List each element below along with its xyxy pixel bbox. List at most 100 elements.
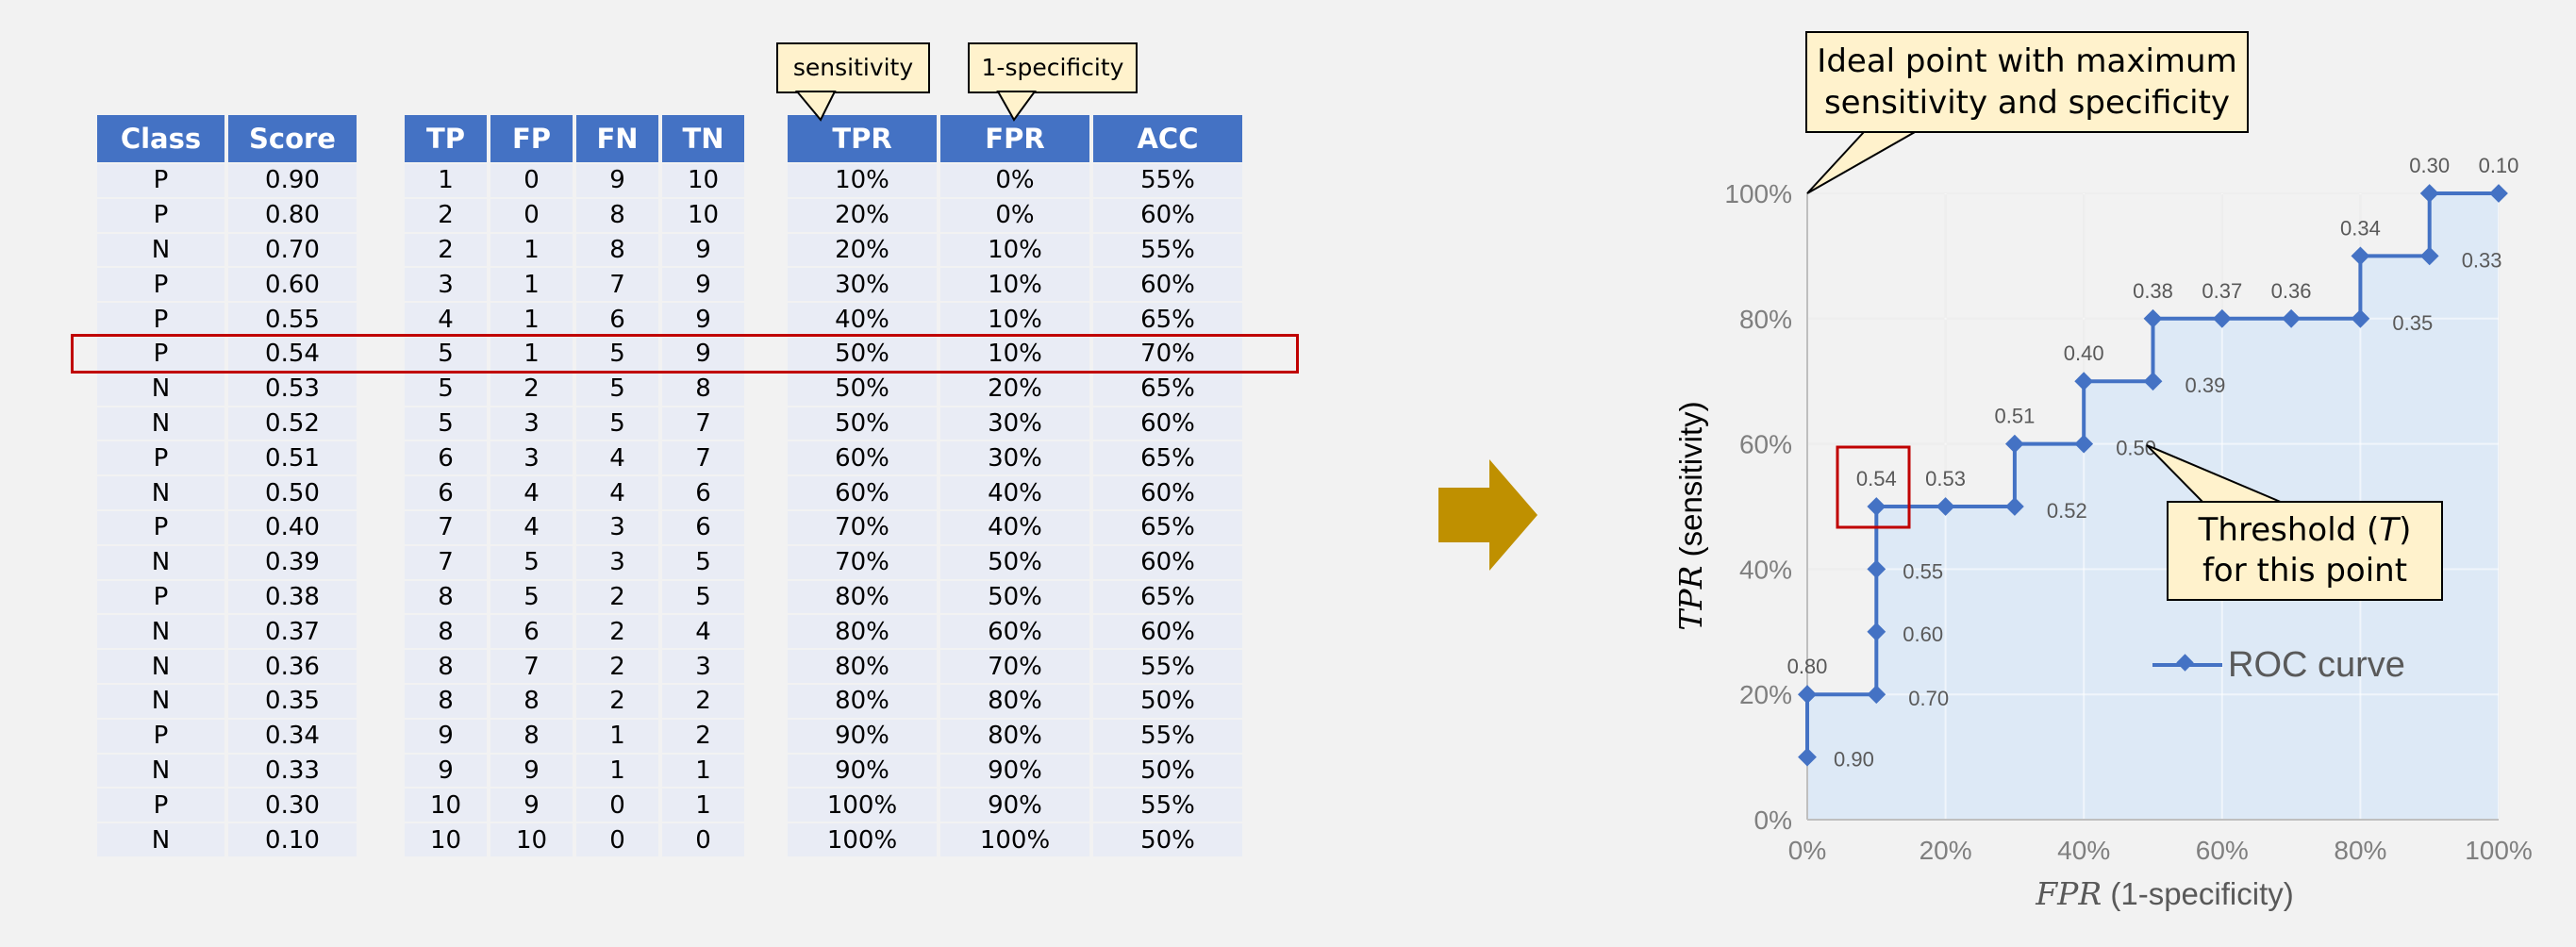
cell-score: 0.54 <box>228 337 357 371</box>
table-row: P 0.55 <box>97 303 357 336</box>
roc-point-marker <box>2351 246 2370 266</box>
roc-point-marker <box>2419 246 2439 266</box>
cell-fn: 8 <box>576 233 658 267</box>
cell-acc: 55% <box>1093 233 1242 267</box>
cell-tn: 9 <box>662 337 744 371</box>
cell-fpr: 10% <box>940 337 1089 371</box>
cell-acc: 55% <box>1093 719 1242 753</box>
roc-point-label: 0.36 <box>2271 279 2312 303</box>
table-row: 2 0 8 10 <box>405 198 744 232</box>
cell-fpr: 100% <box>940 823 1089 856</box>
cell-tp: 8 <box>405 684 487 718</box>
sensitivity-callout-text: sensitivity <box>792 54 914 81</box>
cell-tn: 9 <box>662 233 744 267</box>
cell-tp: 5 <box>405 407 487 440</box>
roc-point-label: 0.52 <box>2047 499 2087 523</box>
roc-point-label: 0.54 <box>1856 467 1897 490</box>
cell-class: N <box>97 233 224 267</box>
cell-tp: 7 <box>405 545 487 579</box>
table-row: 80% 80% 50% <box>788 684 1242 718</box>
legend-label: ROC curve <box>2228 645 2405 685</box>
cell-tn: 3 <box>662 650 744 683</box>
cell-fpr: 80% <box>940 719 1089 753</box>
table-row: P 0.90 <box>97 164 357 197</box>
cell-class: N <box>97 372 224 406</box>
axis-tick-labels: 0% 20% 40% 60% 80% 100% 0% 20% 40% 60% 80% 100% <box>1724 179 2532 865</box>
cell-tp: 1 <box>405 164 487 197</box>
cell-fpr: 40% <box>940 510 1089 544</box>
cell-fn: 2 <box>576 615 658 649</box>
roc-point-marker <box>1936 497 1955 516</box>
cell-fp: 5 <box>490 545 573 579</box>
cell-tp: 2 <box>405 198 487 232</box>
cell-tpr: 90% <box>788 719 937 753</box>
cell-class: P <box>97 303 224 336</box>
cell-fp: 7 <box>490 650 573 683</box>
ideal-callout-line2: sensitivity and specificity <box>1823 84 2231 122</box>
cell-tp: 4 <box>405 303 487 336</box>
cell-tpr: 70% <box>788 510 937 544</box>
table-row: 40% 10% 65% <box>788 303 1242 336</box>
cell-tpr: 90% <box>788 754 937 788</box>
cell-class: P <box>97 164 224 197</box>
cell-fp: 3 <box>490 441 573 475</box>
cell-fn: 2 <box>576 650 658 683</box>
roc-point-label: 0.10 <box>2479 154 2519 177</box>
cell-acc: 60% <box>1093 198 1242 232</box>
y-tick-label: 20% <box>1739 680 1792 709</box>
table-row: 80% 60% 60% <box>788 615 1242 649</box>
roc-point-label: 0.90 <box>1834 748 1874 772</box>
cell-fpr: 90% <box>940 754 1089 788</box>
cell-acc: 65% <box>1093 510 1242 544</box>
roc-point-label: 0.39 <box>2185 374 2226 397</box>
cell-fp: 8 <box>490 719 573 753</box>
table-row: N 0.70 <box>97 233 357 267</box>
cell-score: 0.70 <box>228 233 357 267</box>
table-row: P 0.30 <box>97 789 357 822</box>
cell-tpr: 20% <box>788 198 937 232</box>
specificity-callout-text: 1-specificity <box>981 54 1124 81</box>
cell-fpr: 10% <box>940 233 1089 267</box>
header-score: Score <box>228 115 357 162</box>
cell-acc: 50% <box>1093 823 1242 856</box>
header-fp: FP <box>490 115 573 162</box>
cell-tn: 0 <box>662 823 744 856</box>
header-fpr: FPR <box>940 115 1089 162</box>
cell-tn: 7 <box>662 407 744 440</box>
cell-fn: 0 <box>576 823 658 856</box>
cell-tn: 10 <box>662 164 744 197</box>
threshold-callout-line1: Threshold (T) <box>2169 510 2441 551</box>
table-row: 90% 90% 50% <box>788 754 1242 788</box>
cell-fp: 10 <box>490 823 573 856</box>
cell-fn: 0 <box>576 789 658 822</box>
cell-fp: 0 <box>490 198 573 232</box>
cell-tp: 8 <box>405 580 487 614</box>
table-row: P 0.80 <box>97 198 357 232</box>
cell-fn: 5 <box>576 337 658 371</box>
right-arrow-icon <box>1438 459 1537 571</box>
x-tick-label: 80% <box>2334 836 2386 865</box>
cell-tn: 4 <box>662 615 744 649</box>
table-row: 20% 10% 55% <box>788 233 1242 267</box>
cell-score: 0.35 <box>228 684 357 718</box>
cell-fpr: 60% <box>940 615 1089 649</box>
cell-score: 0.80 <box>228 198 357 232</box>
cell-tp: 8 <box>405 650 487 683</box>
sensitivity-callout-pointer <box>794 91 837 122</box>
cell-class: P <box>97 580 224 614</box>
cell-fn: 4 <box>576 476 658 509</box>
roc-point-marker <box>2419 184 2439 203</box>
cell-fpr: 10% <box>940 268 1089 302</box>
cell-tp: 7 <box>405 510 487 544</box>
table-row: 10 10 0 0 <box>405 823 744 856</box>
sensitivity-callout: sensitivity <box>776 42 930 93</box>
cell-score: 0.36 <box>228 650 357 683</box>
cell-fp: 1 <box>490 303 573 336</box>
roc-markers <box>1798 184 2508 767</box>
roc-point-label: 0.38 <box>2133 279 2173 303</box>
highlighted-row-frame <box>71 334 1299 374</box>
